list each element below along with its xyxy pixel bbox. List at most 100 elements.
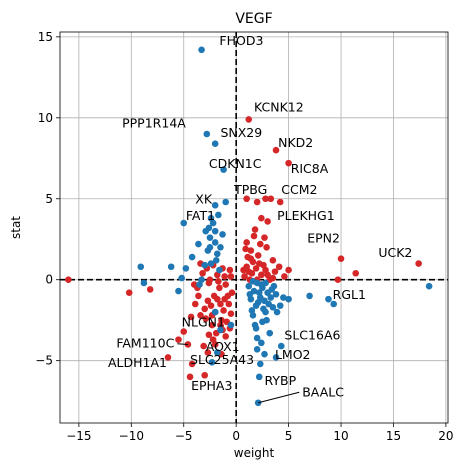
point-blue bbox=[167, 263, 175, 271]
y-tick-label: 10 bbox=[38, 111, 53, 125]
chart-title: VEGF bbox=[235, 11, 272, 27]
point-blue bbox=[178, 274, 185, 282]
point-red bbox=[222, 281, 229, 288]
label-leader-lines bbox=[177, 343, 300, 404]
point-red bbox=[253, 198, 261, 206]
point-red bbox=[251, 226, 259, 233]
point-red bbox=[221, 295, 228, 303]
point-red bbox=[204, 349, 212, 356]
point-red bbox=[186, 373, 194, 381]
gene-label: FAT1 bbox=[186, 208, 215, 223]
x-tick-label: −10 bbox=[119, 429, 144, 443]
point-blue bbox=[249, 278, 257, 285]
gene-label: ALDH1A1 bbox=[108, 355, 167, 370]
point-blue bbox=[276, 302, 284, 309]
point-blue bbox=[263, 316, 270, 324]
gene-label: EPN2 bbox=[307, 230, 340, 245]
point-blue bbox=[325, 295, 332, 303]
point-blue bbox=[330, 300, 337, 308]
gene-label: TPBG bbox=[233, 182, 267, 197]
point-blue bbox=[212, 256, 220, 264]
point-blue bbox=[195, 240, 202, 248]
gene-label: EPHA3 bbox=[191, 378, 232, 393]
y-tick-label: 5 bbox=[45, 192, 53, 206]
point-blue bbox=[285, 295, 292, 303]
point-blue bbox=[211, 227, 219, 235]
point-red bbox=[213, 295, 221, 303]
point-red bbox=[272, 146, 280, 154]
point-red bbox=[228, 289, 236, 296]
point-red bbox=[254, 252, 262, 259]
point-red bbox=[258, 271, 265, 279]
point-blue bbox=[220, 166, 227, 173]
gene-label: BAALC bbox=[302, 384, 344, 399]
gene-label: RYBP bbox=[264, 373, 296, 388]
point-blue bbox=[140, 279, 148, 287]
point-blue bbox=[205, 224, 213, 232]
x-tick-label: 0 bbox=[232, 429, 240, 443]
point-red bbox=[202, 315, 210, 322]
point-blue bbox=[206, 234, 214, 241]
gene-label: XK bbox=[195, 192, 213, 207]
point-red bbox=[258, 214, 265, 222]
point-red bbox=[200, 342, 207, 350]
point-red bbox=[199, 269, 206, 277]
point-blue bbox=[262, 279, 269, 287]
point-blue bbox=[198, 276, 205, 284]
point-red bbox=[243, 195, 250, 203]
x-axis-title: weight bbox=[234, 446, 275, 460]
x-axis-ticks: −15 −10 −5 0 5 10 15 20 bbox=[66, 423, 454, 443]
point-red bbox=[252, 265, 260, 272]
point-red bbox=[180, 328, 188, 335]
point-blue bbox=[258, 339, 265, 347]
point-red bbox=[146, 286, 154, 293]
point-red bbox=[247, 255, 255, 262]
point-blue bbox=[272, 354, 280, 361]
gene-label: NLGN1 bbox=[182, 315, 225, 330]
point-red bbox=[245, 116, 253, 123]
point-red bbox=[164, 354, 172, 361]
point-red bbox=[245, 268, 253, 275]
gene-label: FAM110C bbox=[116, 336, 174, 351]
plot-frame bbox=[59, 31, 449, 424]
points-red-series bbox=[65, 116, 422, 381]
point-red bbox=[201, 305, 209, 313]
gene-label: AOX1 bbox=[206, 339, 240, 354]
point-blue bbox=[261, 350, 268, 358]
point-red bbox=[65, 276, 72, 284]
point-red bbox=[352, 269, 360, 277]
point-red bbox=[197, 312, 204, 319]
point-blue bbox=[255, 289, 263, 296]
point-red bbox=[207, 302, 215, 309]
point-blue bbox=[213, 250, 221, 258]
point-red bbox=[271, 268, 279, 275]
point-red bbox=[227, 310, 235, 318]
point-red bbox=[204, 297, 212, 305]
point-red bbox=[262, 266, 269, 274]
point-blue bbox=[255, 373, 263, 381]
point-red bbox=[188, 360, 196, 368]
point-blue bbox=[272, 290, 280, 298]
point-red bbox=[242, 245, 249, 253]
point-blue bbox=[266, 329, 274, 337]
point-blue bbox=[175, 287, 182, 295]
point-blue bbox=[207, 260, 215, 267]
x-tick-label: 5 bbox=[285, 429, 293, 443]
point-red bbox=[221, 273, 228, 280]
point-blue bbox=[137, 263, 145, 271]
point-blue bbox=[252, 324, 260, 332]
point-blue bbox=[213, 349, 221, 356]
point-blue bbox=[211, 308, 219, 316]
point-red bbox=[216, 284, 223, 292]
point-red bbox=[208, 321, 216, 329]
point-blue bbox=[248, 307, 256, 314]
point-blue bbox=[217, 244, 224, 251]
point-blue bbox=[254, 299, 262, 306]
y-axis-title: stat bbox=[9, 216, 23, 239]
point-red bbox=[285, 266, 292, 274]
gene-label: LMO2 bbox=[275, 347, 311, 362]
point-blue bbox=[208, 358, 216, 366]
point-red bbox=[267, 195, 275, 203]
point-blue bbox=[209, 219, 217, 227]
